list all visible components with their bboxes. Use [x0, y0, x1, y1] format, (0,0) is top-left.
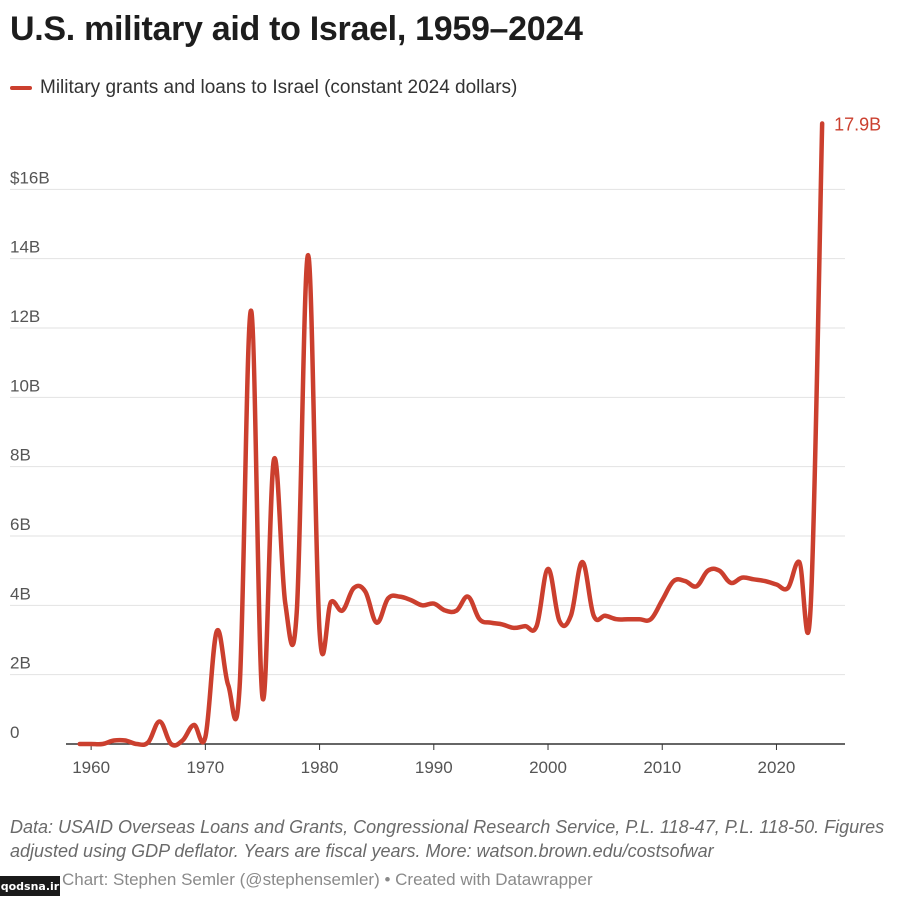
x-tick-label: 1990 — [415, 758, 453, 777]
y-tick-label: 12B — [10, 307, 40, 326]
x-tick-label: 2010 — [643, 758, 681, 777]
chart-credit: Chart: Stephen Semler (@stephensemler) •… — [62, 870, 593, 889]
series — [77, 121, 825, 748]
data-labels: 17.9B — [834, 114, 881, 134]
x-tick-label: 1980 — [301, 758, 339, 777]
y-tick-label: 0 — [10, 723, 19, 742]
x-tick-label: 1970 — [186, 758, 224, 777]
gridlines — [10, 188, 845, 676]
series-line-military-aid — [77, 121, 825, 748]
y-tick-label: 6B — [10, 515, 31, 534]
legend-swatch — [10, 86, 32, 90]
watermark-logo: qodsna.ir — [0, 876, 60, 896]
y-tick-label: 4B — [10, 584, 31, 603]
legend: Military grants and loans to Israel (con… — [10, 76, 517, 100]
y-tick-label: $16B — [10, 168, 50, 187]
x-tick-label: 2000 — [529, 758, 567, 777]
source-note: Data: USAID Overseas Loans and Grants, C… — [10, 817, 885, 861]
x-tick-label: 2020 — [758, 758, 796, 777]
y-tick-label: 10B — [10, 376, 40, 395]
x-tick-label: 1960 — [72, 758, 110, 777]
legend-label: Military grants and loans to Israel (con… — [40, 77, 518, 98]
y-tick-label: 2B — [10, 654, 31, 673]
axes: 0 2B 4B 6B 8B 10B 12B 14B $16B 1960 1970 1980 1990 20… — [10, 168, 845, 777]
chart-title: U.S. military aid to Israel, 1959–2024 — [10, 10, 583, 48]
line-chart: 0 2B 4B 6B 8B 10B 12B 14B $16B 1960 1970 1980 1990 20… — [10, 114, 881, 777]
y-tick-label: 14B — [10, 238, 40, 257]
y-tick-label: 8B — [10, 446, 31, 465]
last-value-label: 17.9B — [834, 114, 881, 134]
